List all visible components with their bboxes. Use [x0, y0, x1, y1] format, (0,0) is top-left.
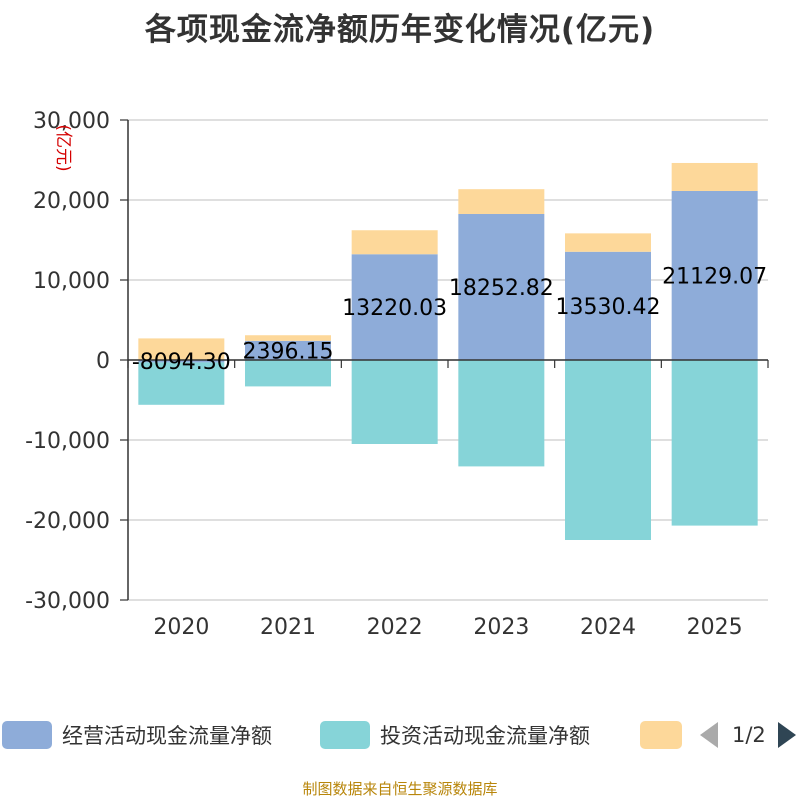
legend-swatch-financing — [640, 721, 682, 749]
bar-1-2024[interactable] — [565, 251, 651, 360]
data-label: 21129.07 — [662, 264, 767, 289]
bar-1-2020[interactable] — [138, 360, 225, 363]
bar-1-2023[interactable] — [458, 213, 545, 360]
bar-2-2023[interactable] — [458, 360, 545, 467]
y-tick-label: 30,000 — [33, 109, 110, 134]
bar-2-2022[interactable] — [351, 360, 438, 444]
data-label: 13220.03 — [342, 296, 447, 321]
y-tick-label: -10,000 — [25, 429, 110, 454]
y-tick-label: 20,000 — [33, 189, 110, 214]
legend-label-operating: 经营活动现金流量净额 — [62, 724, 272, 748]
data-labels: -8094.30 2396.15 13220.0318252.8213530.422… — [132, 264, 767, 375]
x-tick-label: 2024 — [580, 615, 636, 640]
legend-item-investing[interactable]: 投资活动现金流量净额 — [320, 720, 590, 750]
bar-2-2021[interactable] — [245, 360, 331, 387]
bar-2-2025[interactable] — [671, 360, 758, 526]
data-label: 13530.42 — [556, 295, 661, 320]
bar-3-2022[interactable] — [351, 230, 438, 255]
y-tick-label: -20,000 — [25, 509, 110, 534]
legend-item-financing[interactable] — [640, 720, 692, 750]
bar-3-2025[interactable] — [671, 162, 758, 191]
data-label: 18252.82 — [449, 276, 554, 301]
legend-swatch-operating — [2, 721, 52, 749]
bars — [138, 162, 758, 540]
bar-3-2021[interactable] — [245, 335, 331, 341]
x-tick-label: 2023 — [473, 615, 529, 640]
x-tick-label: 2025 — [687, 615, 743, 640]
bar-1-2025[interactable] — [671, 190, 758, 360]
bar-3-2024[interactable] — [565, 233, 651, 252]
data-source-note: 制图数据来自恒生聚源数据库 — [302, 780, 498, 798]
legend-swatch-investing — [320, 721, 370, 749]
pager-next-icon[interactable] — [777, 722, 796, 748]
legend-item-operating[interactable]: 经营活动现金流量净额 — [2, 720, 272, 750]
x-tick-label: 2020 — [153, 615, 209, 640]
pager-text: 1/2 — [732, 723, 766, 747]
bar-1-2022[interactable] — [351, 254, 438, 360]
axes: 30,000 20,000 10,000 0 -10,000 -20,000 -30,000… — [25, 109, 769, 640]
y-tick-label: 0 — [96, 349, 110, 374]
x-tick-label: 2022 — [367, 615, 423, 640]
x-tick-label: 2021 — [260, 615, 316, 640]
data-label: 2396.15 — [243, 339, 334, 364]
legend-label-investing: 投资活动现金流量净额 — [380, 724, 590, 748]
legend: 经营活动现金流量净额 投资活动现金流量净额 1/2 — [0, 712, 800, 756]
bar-3-2020[interactable] — [138, 338, 225, 360]
pager-prev-icon[interactable] — [700, 722, 718, 748]
bar-3-2023[interactable] — [458, 189, 545, 214]
legend-pager: 1/2 — [700, 720, 796, 750]
chart-title: 各项现金流净额历年变化情况(亿元) — [144, 12, 656, 48]
y-tick-label: 10,000 — [33, 269, 110, 294]
y-axis-label: (亿元) — [53, 124, 73, 171]
bar-2-2020[interactable] — [138, 362, 225, 405]
bar-1-2021[interactable] — [245, 340, 331, 360]
bar-2-2024[interactable] — [565, 360, 651, 540]
data-label: -8094.30 — [132, 350, 231, 375]
y-tick-label: -30,000 — [25, 589, 110, 614]
chart-canvas: 30,000 20,000 10,000 0 -10,000 -20,000 -30,000… — [25, 109, 769, 640]
